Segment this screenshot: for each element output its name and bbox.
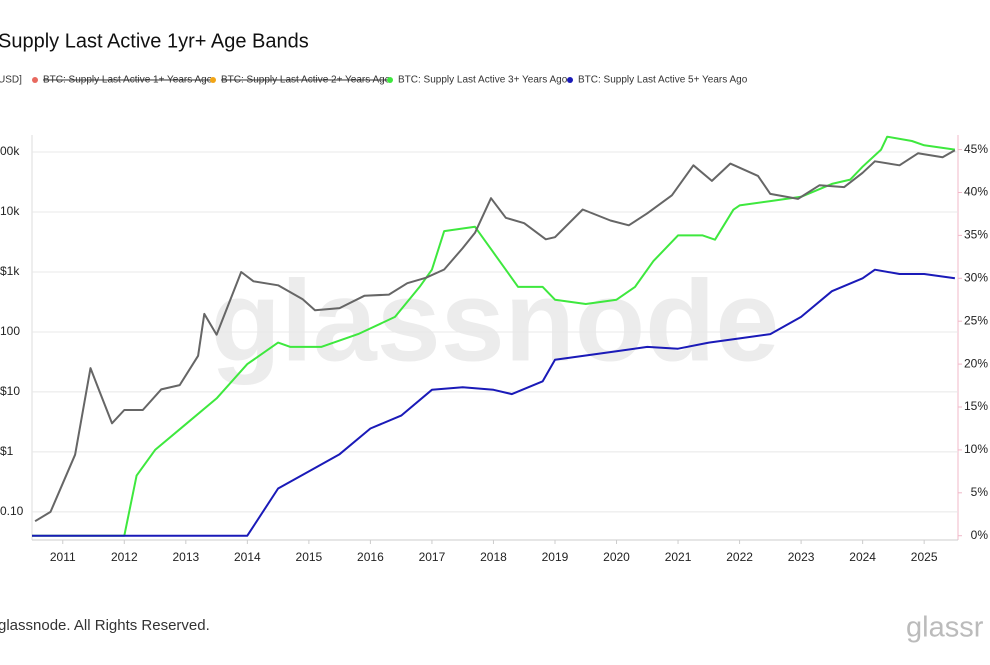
x-tick-label: 2017 [419, 550, 446, 564]
y-tick-label: $1 [0, 444, 14, 458]
legend-swatch [32, 77, 38, 83]
x-tick-label: 2019 [542, 550, 569, 564]
y-tick-label: $10 [0, 384, 20, 398]
x-tick-label: 2018 [480, 550, 507, 564]
legend-item: BTC: Supply Last Active 5+ Years Ago [567, 75, 748, 86]
x-tick-label: 2023 [788, 550, 815, 564]
x-tick-label: 2012 [111, 550, 138, 564]
x-tick-label: 2021 [665, 550, 692, 564]
x-tick-label: 2020 [603, 550, 630, 564]
legend-item: BTC: Supply Last Active 3+ Years Ago [387, 75, 568, 86]
x-tick-label: 2016 [357, 550, 384, 564]
legend-label: BTC: Supply Last Active 2+ Years Ago [221, 75, 391, 86]
y2-tick-label: 20% [964, 356, 988, 370]
y-tick-label: 00k [0, 144, 20, 158]
legend-swatch [567, 77, 573, 83]
y2-tick-label: 0% [971, 528, 989, 542]
y-tick-label: $1k [0, 264, 20, 278]
y2-tick-label: 10% [964, 442, 988, 456]
data-line [32, 135, 956, 537]
legend-label: BTC: Supply Last Active 5+ Years Ago [578, 75, 748, 86]
x-tick-label: 2013 [172, 550, 199, 564]
data-line [34, 149, 956, 523]
y2-tick-label: 45% [964, 142, 988, 156]
y2-tick-label: 15% [964, 399, 988, 413]
legend-swatch [210, 77, 216, 83]
y-tick-label: 10k [0, 204, 20, 218]
footer: glassnode. All Rights Reserved. [0, 617, 210, 634]
x-tick-label: 2025 [911, 550, 938, 564]
chart-title: Supply Last Active 1yr+ Age Bands [0, 30, 309, 52]
logo: glassr [906, 612, 984, 644]
x-tick-label: 2011 [50, 550, 76, 564]
legend-label: BTC: Supply Last Active 3+ Years Ago [398, 75, 568, 86]
legend-label: USD] [0, 75, 22, 86]
y2-tick-label: 25% [964, 313, 988, 327]
y-tick-label: 0.10 [0, 504, 24, 518]
legend-swatch [387, 77, 393, 83]
legend-item: BTC: Supply Last Active 2+ Years Ago [210, 75, 391, 86]
x-tick-label: 2024 [849, 550, 876, 564]
x-tick-label: 2022 [726, 550, 753, 564]
watermark: glassnode [211, 257, 780, 385]
y2-tick-label: 40% [964, 185, 988, 199]
y2-tick-label: 35% [964, 228, 988, 242]
x-tick-label: 2014 [234, 550, 261, 564]
legend-label: BTC: Supply Last Active 1+ Years Ago [43, 75, 213, 86]
x-tick-label: 2015 [296, 550, 323, 564]
y2-tick-label: 30% [964, 270, 988, 284]
y2-tick-label: 5% [971, 485, 989, 499]
legend-item: BTC: Supply Last Active 1+ Years Ago [32, 75, 213, 86]
y-tick-label: 100 [0, 324, 20, 338]
data-line [32, 268, 956, 537]
